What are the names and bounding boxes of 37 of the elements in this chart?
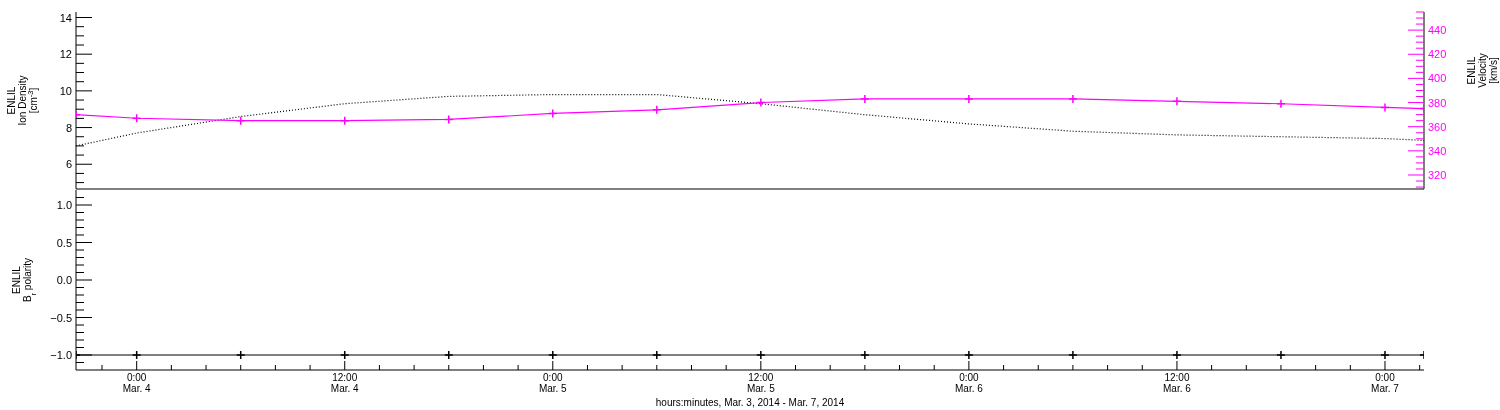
y2-tick-label: 320 xyxy=(1428,168,1447,181)
y-tick-label: 8 xyxy=(65,121,72,134)
y-tick-label: 12 xyxy=(59,48,72,61)
y-tick-label: 0.5 xyxy=(56,236,72,249)
y2-tick-label: 440 xyxy=(1428,24,1447,37)
x-tick-label: 0:00 Mar. 7 xyxy=(1371,372,1400,394)
x-tick-label: 0:00 Mar. 4 xyxy=(122,372,152,394)
y2-axis-title: ENLIL Velocity [km/s] xyxy=(1465,53,1499,88)
y-tick-label: −1.0 xyxy=(50,349,72,361)
point xyxy=(860,94,870,104)
point xyxy=(1172,96,1182,107)
x-tick-label: 12:00 Mar. 5 xyxy=(746,372,776,394)
y2-tick-label: 380 xyxy=(1428,96,1447,109)
x-axis-title: hours:minutes, Mar. 3, 2014 - Mar. 7, 2014 xyxy=(655,397,845,408)
y-tick-label: 14 xyxy=(59,11,72,24)
y2-tick-label: 400 xyxy=(1428,72,1447,85)
y2-tick-label: 420 xyxy=(1428,48,1447,61)
y-tick-label: 1.0 xyxy=(56,199,72,211)
x-tick-label: 12:00 Mar. 4 xyxy=(330,372,360,394)
y2-tick-label: 360 xyxy=(1428,120,1447,133)
point xyxy=(548,108,558,119)
point xyxy=(1068,94,1078,104)
point xyxy=(756,97,766,108)
point xyxy=(1380,102,1390,113)
x-tick-label: 0:00 Mar. 6 xyxy=(954,372,984,394)
point xyxy=(444,114,454,125)
point xyxy=(652,105,662,115)
y-tick-label: 0.0 xyxy=(56,274,72,286)
point xyxy=(131,113,142,123)
y-tick-label: −0.5 xyxy=(50,311,72,324)
point xyxy=(1276,99,1286,109)
y-tick-label: 10 xyxy=(59,84,72,97)
y2-tick-label: 340 xyxy=(1428,144,1447,157)
y-tick-label: 6 xyxy=(65,158,72,171)
x-tick-label: 12:00 Mar. 6 xyxy=(1163,372,1192,394)
x-tick-label: 0:00 Mar. 5 xyxy=(538,372,568,394)
point xyxy=(964,94,974,104)
